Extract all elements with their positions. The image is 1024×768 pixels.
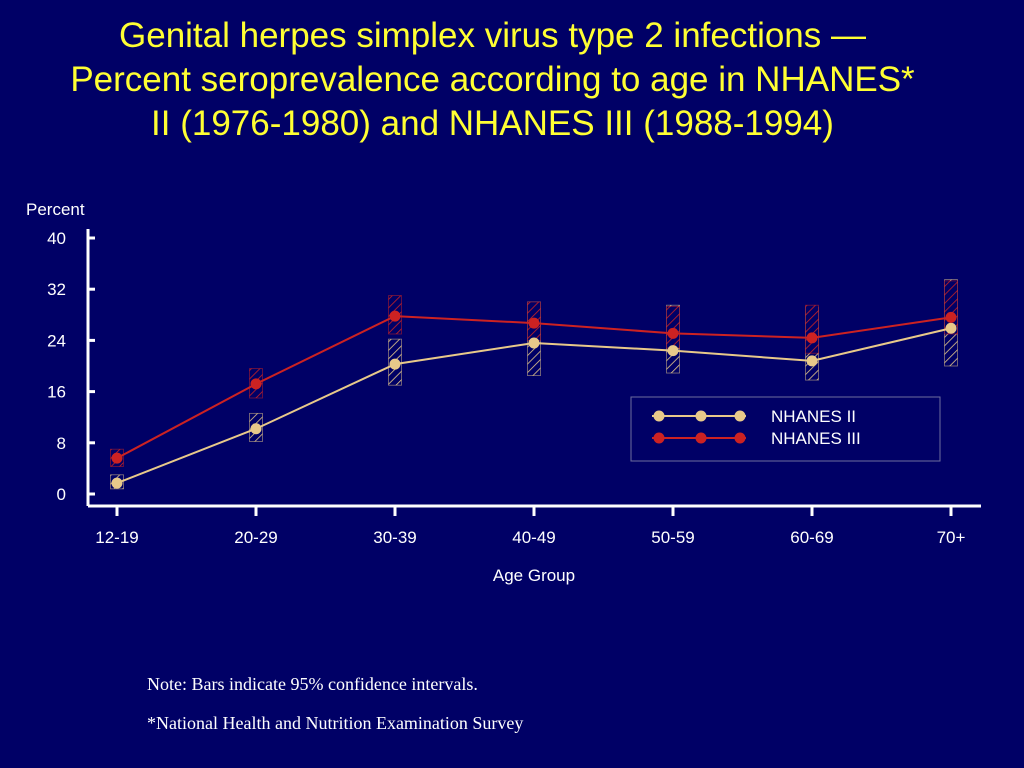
data-point-nhanes-ii [111, 477, 123, 489]
legend: NHANES II NHANES III [630, 396, 941, 462]
data-point-nhanes-iii [111, 452, 123, 464]
data-point-nhanes-iii [945, 311, 957, 323]
data-point-nhanes-iii [528, 317, 540, 329]
data-point-nhanes-iii [667, 327, 679, 339]
x-tick-label: 70+ [937, 528, 966, 547]
y-tick-label: 32 [47, 280, 66, 299]
data-point-nhanes-ii [389, 358, 401, 370]
ci-bar-nhanes-iii [666, 306, 680, 349]
data-point-nhanes-iii [389, 310, 401, 322]
data-point-nhanes-iii [250, 378, 262, 390]
chart-canvas: Percent Age Group 0 8 16 24 32 40 12-19 20-29 3… [26, 200, 981, 585]
series-points [111, 310, 957, 489]
y-axis: 0 8 16 24 32 40 [47, 229, 95, 504]
notes: Note: Bars indicate 95% confidence inter… [147, 674, 523, 752]
x-tick-label: 50-59 [651, 528, 694, 547]
legend-box [630, 396, 941, 462]
data-point-nhanes-iii [806, 332, 818, 344]
data-point-nhanes-ii [667, 345, 679, 357]
x-axis-label: Age Group [493, 566, 575, 585]
ci-note: Note: Bars indicate 95% confidence inter… [147, 674, 478, 694]
y-tick-label: 24 [47, 331, 66, 350]
chart-title: Genital herpes simplex virus type 2 infe… [70, 16, 915, 143]
legend-marker [695, 432, 707, 444]
legend-marker [653, 432, 665, 444]
legend-marker [695, 410, 707, 422]
y-tick-label: 0 [57, 485, 66, 504]
x-tick-label: 30-39 [373, 528, 416, 547]
legend-marker [734, 432, 746, 444]
data-point-nhanes-ii [945, 322, 957, 334]
y-tick-label: 8 [57, 434, 66, 453]
y-tick-label: 40 [47, 229, 66, 248]
legend-label: NHANES II [771, 407, 856, 426]
legend-marker [734, 410, 746, 422]
legend-label: NHANES III [771, 429, 861, 448]
data-point-nhanes-ii [806, 355, 818, 367]
nhanes-footnote: *National Health and Nutrition Examinati… [147, 713, 524, 733]
data-point-nhanes-ii [528, 337, 540, 349]
x-tick-label: 60-69 [790, 528, 833, 547]
ci-bar-nhanes-iii [805, 304, 819, 354]
data-point-nhanes-ii [250, 423, 262, 435]
x-tick-label: 40-49 [512, 528, 555, 547]
legend-marker [653, 410, 665, 422]
confidence-interval-bars [110, 279, 958, 490]
x-tick-label: 12-19 [95, 528, 138, 547]
y-tick-label: 16 [47, 383, 66, 402]
y-axis-label: Percent [26, 200, 85, 219]
x-tick-label: 20-29 [234, 528, 277, 547]
x-axis: 12-19 20-29 30-39 40-49 50-59 60-69 70+ [95, 506, 965, 547]
